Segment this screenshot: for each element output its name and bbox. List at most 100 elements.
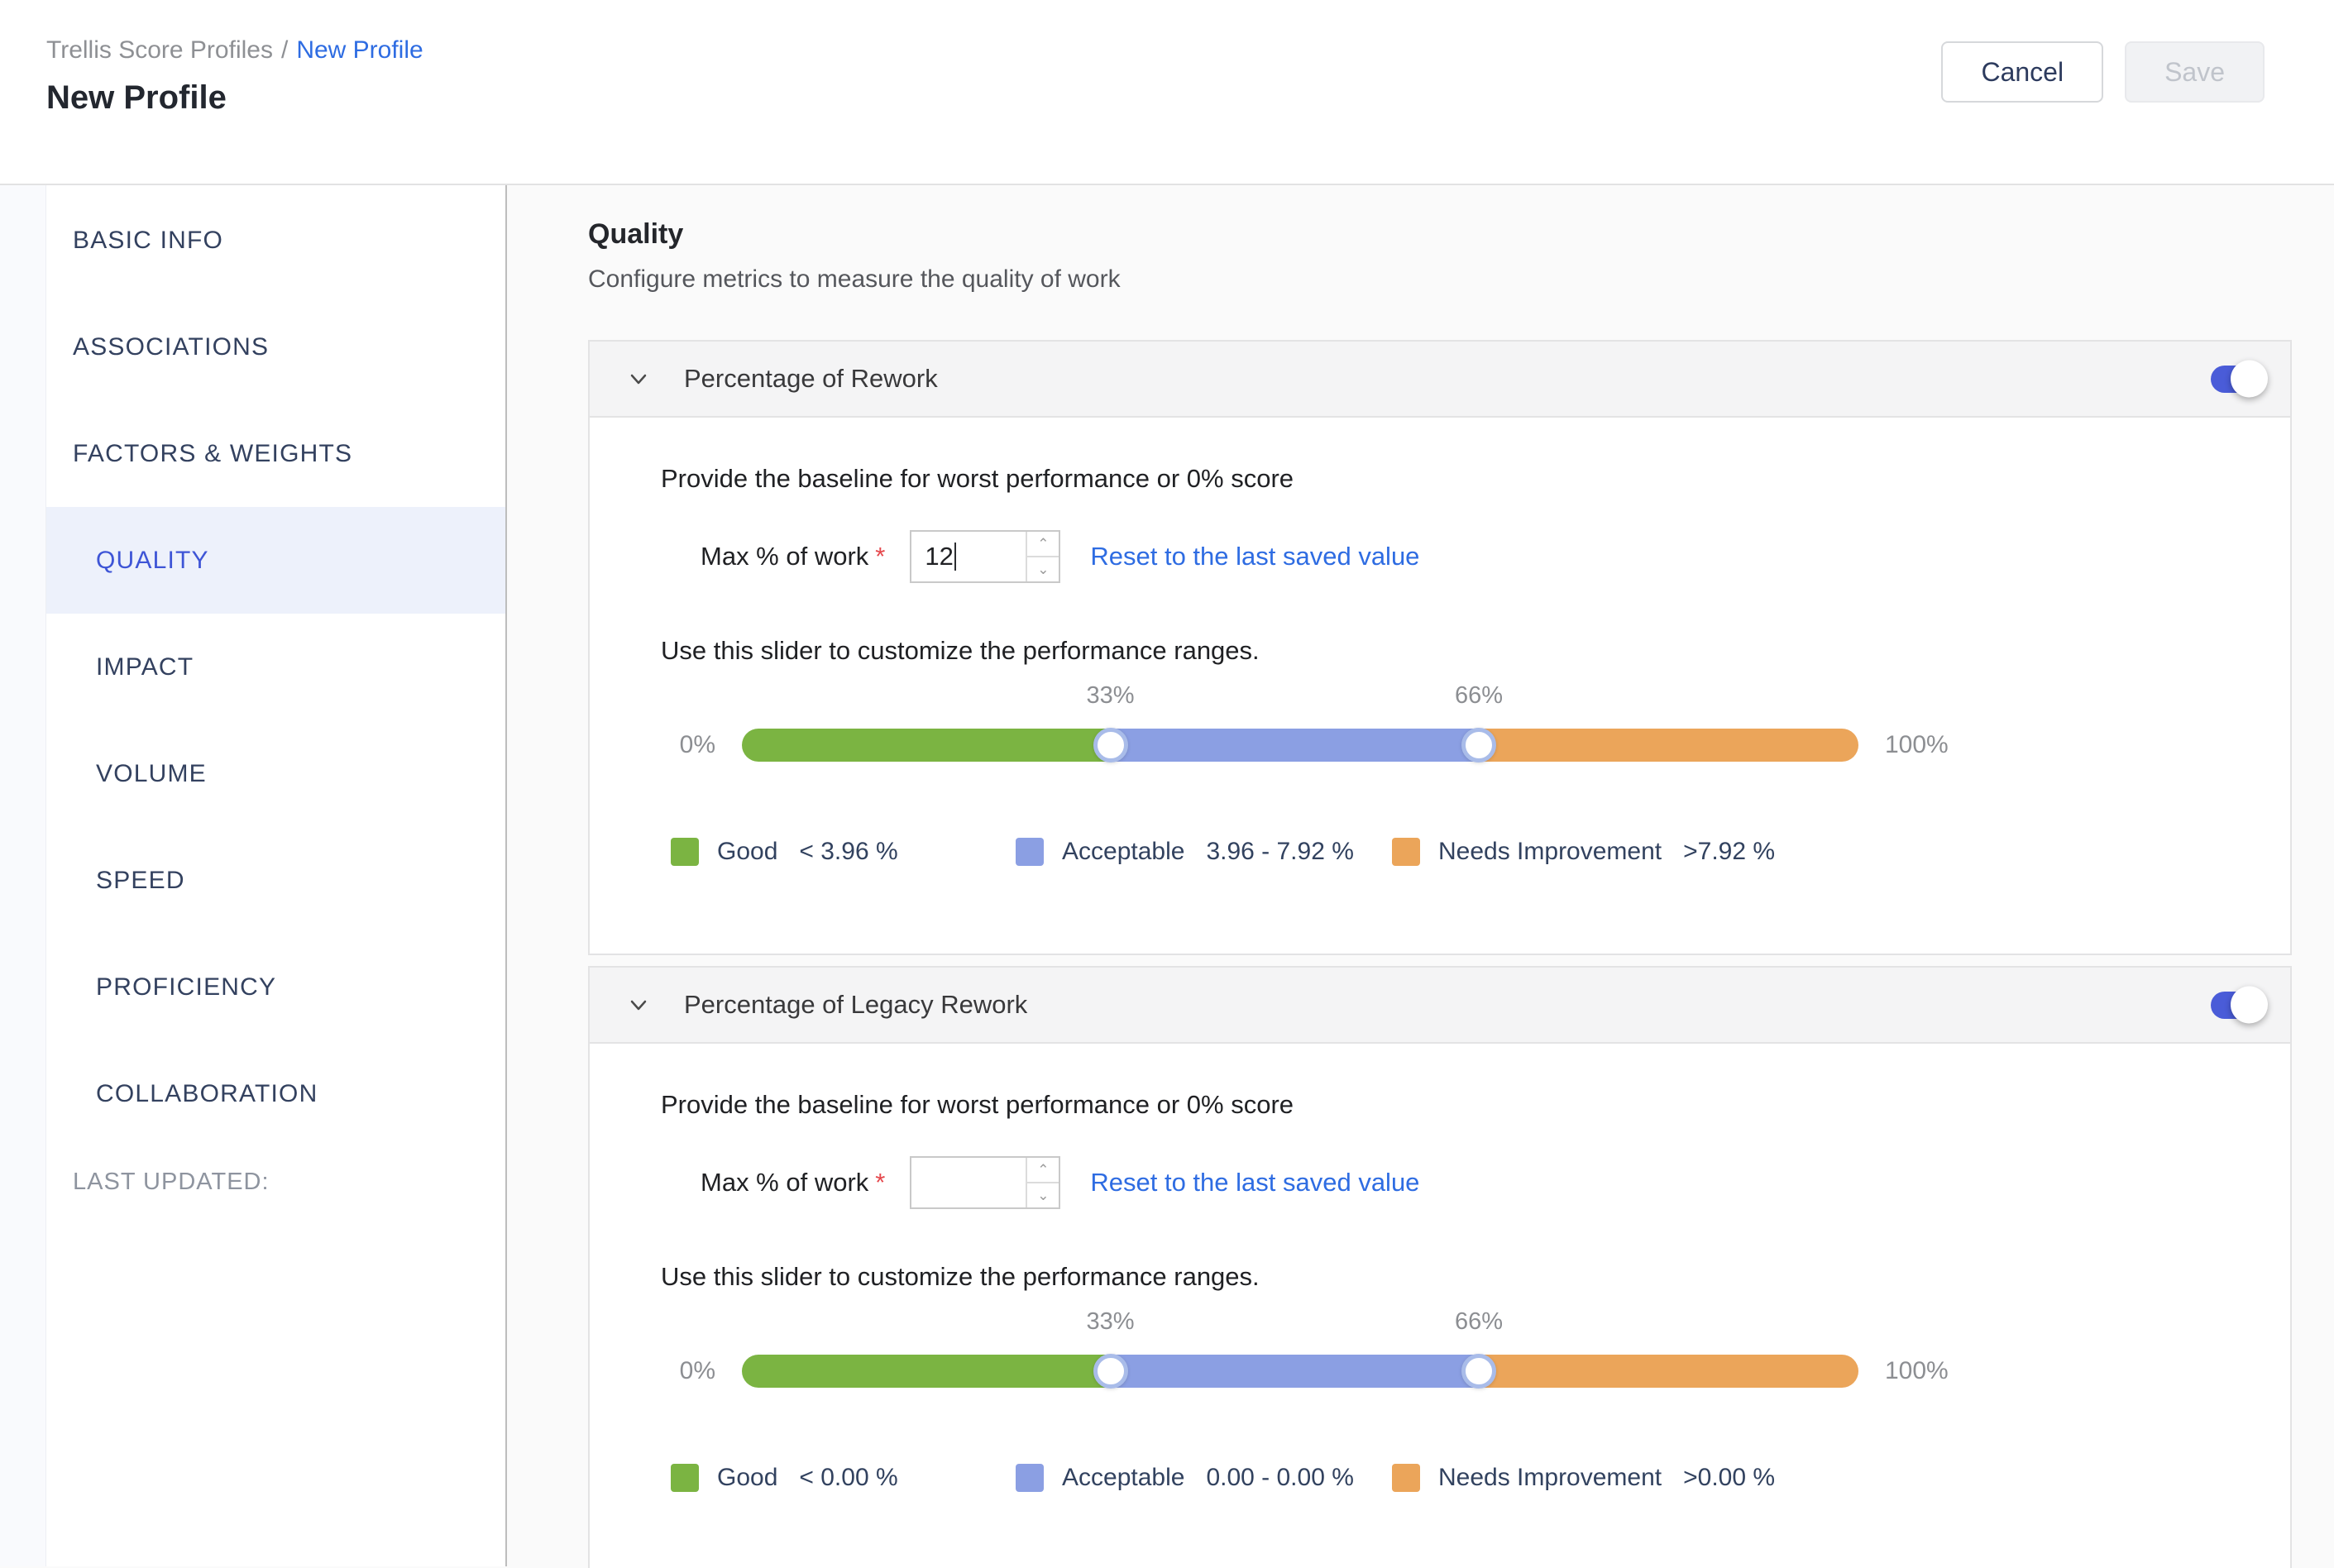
toggle-knob <box>2231 360 2268 398</box>
top-header: Trellis Score Profiles / New Profile New P… <box>0 0 2334 185</box>
chevron-down-icon <box>626 366 651 391</box>
slider-segment-needs-improvement <box>1479 1355 1858 1388</box>
max-percent-label: Max % of work <box>701 542 869 571</box>
header-buttons: Cancel Save <box>1941 0 2265 103</box>
spinner-up-icon[interactable]: ⌃ <box>1027 1158 1059 1183</box>
acceptable-swatch-icon <box>1016 1464 1044 1492</box>
needs-improvement-swatch-icon <box>1392 838 1420 866</box>
breadcrumb: Trellis Score Profiles / New Profile <box>46 36 423 65</box>
legacy-rework-enabled-toggle[interactable] <box>2211 986 2268 1024</box>
spinner-up-icon[interactable]: ⌃ <box>1027 532 1059 557</box>
section-subtitle: Configure metrics to measure the quality… <box>588 265 1121 293</box>
slider-handle1-label: 33% <box>1086 682 1135 709</box>
good-swatch-icon <box>671 1464 699 1492</box>
sidebar-item-quality[interactable]: QUALITY <box>46 507 505 614</box>
slider-instruction: Use this slider to customize the perform… <box>661 1262 1260 1291</box>
section-title: Quality <box>588 218 684 250</box>
slider-handle-1[interactable] <box>1093 728 1128 762</box>
panel-legacy-rework-header[interactable]: Percentage of Legacy Rework <box>590 968 2290 1044</box>
max-percent-label: Max % of work <box>701 1168 869 1197</box>
number-spinner: ⌃ ⌄ <box>1026 532 1059 581</box>
cancel-button[interactable]: Cancel <box>1941 41 2104 103</box>
number-spinner: ⌃ ⌄ <box>1026 1158 1059 1207</box>
baseline-instruction: Provide the baseline for worst performan… <box>661 464 1294 493</box>
sidebar-item-proficiency[interactable]: PROFICIENCY <box>96 973 277 1001</box>
performance-slider-row: 0% 33% 66% 100% <box>661 1308 2290 1389</box>
slider-min-label: 0% <box>679 731 715 758</box>
breadcrumb-current-link[interactable]: New Profile <box>296 36 423 64</box>
panel-rework-title: Percentage of Rework <box>684 364 938 393</box>
sidebar-item-volume[interactable]: VOLUME <box>96 759 207 787</box>
max-percent-value[interactable] <box>911 1158 1026 1207</box>
max-percent-value[interactable]: 12 <box>911 532 1026 581</box>
legend-item-acceptable: Acceptable 0.00 - 0.00 % <box>1016 1464 1392 1492</box>
legend-item-good: Good < 3.96 % <box>671 838 1016 866</box>
toggle-knob <box>2231 986 2268 1024</box>
chevron-down-icon <box>626 992 651 1017</box>
text-caret <box>954 543 956 571</box>
slider-handle-2[interactable] <box>1461 728 1496 762</box>
panel-legacy-rework-body: Provide the baseline for worst performan… <box>590 1044 2290 1568</box>
slider-handle-2[interactable] <box>1461 1354 1496 1389</box>
slider-legend: Good < 3.96 % Acceptable 3.96 - 7.92 % N… <box>661 838 2290 866</box>
sidebar-item-collaboration[interactable]: COLLABORATION <box>96 1079 318 1107</box>
breadcrumb-separator: / <box>280 36 289 64</box>
needs-improvement-swatch-icon <box>1392 1464 1420 1492</box>
slider-legend: Good < 0.00 % Acceptable 0.00 - 0.00 % N… <box>661 1464 2290 1492</box>
layout: BASIC INFO ASSOCIATIONS FACTORS & WEIGHT… <box>0 185 2334 1568</box>
slider-handle2-label: 66% <box>1454 1308 1504 1335</box>
rework-enabled-toggle[interactable] <box>2211 360 2268 398</box>
sidebar-item-factors-weights[interactable]: FACTORS & WEIGHTS <box>73 439 353 467</box>
max-percent-row: Max % of work * ⌃ ⌄ Reset to the last sa… <box>661 1156 2290 1209</box>
sidebar-item-basic-info[interactable]: BASIC INFO <box>73 226 224 254</box>
legend-item-needs-improvement: Needs Improvement >7.92 % <box>1392 838 1775 866</box>
slider-segment-acceptable <box>1110 1355 1479 1388</box>
slider-max-label: 100% <box>1885 731 1949 758</box>
left-gutter-strip <box>0 185 46 1566</box>
slider-segment-good <box>742 1355 1111 1388</box>
sidebar-item-associations[interactable]: ASSOCIATIONS <box>73 332 270 361</box>
reset-link[interactable]: Reset to the last saved value <box>1090 542 1420 571</box>
slider-segment-acceptable <box>1110 729 1479 762</box>
spinner-down-icon[interactable]: ⌄ <box>1027 557 1059 581</box>
legend-item-acceptable: Acceptable 3.96 - 7.92 % <box>1016 838 1392 866</box>
acceptable-swatch-icon <box>1016 838 1044 866</box>
sidebar-item-speed[interactable]: SPEED <box>96 866 185 894</box>
good-swatch-icon <box>671 838 699 866</box>
slider-max-label: 100% <box>1885 1357 1949 1384</box>
panel-rework-body: Provide the baseline for worst performan… <box>590 418 2290 954</box>
panel-legacy-rework-title: Percentage of Legacy Rework <box>684 990 1028 1019</box>
max-percent-input[interactable]: 12 ⌃ ⌄ <box>910 530 1061 583</box>
legend-item-needs-improvement: Needs Improvement >0.00 % <box>1392 1464 1775 1492</box>
required-asterisk: * <box>875 1168 886 1197</box>
slider-handle-1[interactable] <box>1093 1354 1128 1389</box>
max-percent-input[interactable]: ⌃ ⌄ <box>910 1156 1061 1209</box>
required-asterisk: * <box>875 542 886 571</box>
page-title: New Profile <box>46 79 227 116</box>
panel-percentage-of-legacy-rework: Percentage of Legacy Rework Provide the … <box>588 966 2292 1568</box>
reset-link[interactable]: Reset to the last saved value <box>1090 1168 1420 1197</box>
last-updated-label: LAST UPDATED: <box>73 1169 270 1195</box>
slider-track <box>742 729 1858 762</box>
sidebar-item-impact[interactable]: IMPACT <box>96 653 194 681</box>
slider-track <box>742 1355 1858 1388</box>
slider-segment-good <box>742 729 1111 762</box>
baseline-instruction: Provide the baseline for worst performan… <box>661 1090 1294 1119</box>
spinner-down-icon[interactable]: ⌄ <box>1027 1183 1059 1207</box>
slider-segment-needs-improvement <box>1479 729 1858 762</box>
slider-instruction: Use this slider to customize the perform… <box>661 636 1260 665</box>
slider-min-label: 0% <box>679 1357 715 1384</box>
slider-handle1-label: 33% <box>1086 1308 1135 1335</box>
slider-handle2-label: 66% <box>1454 682 1504 709</box>
max-percent-row: Max % of work * 12 ⌃ ⌄ Reset to the last… <box>661 530 2290 583</box>
performance-slider-row: 0% 33% 66% 100% <box>661 682 2290 762</box>
main-content: Quality Configure metrics to measure the… <box>507 185 2334 1568</box>
performance-slider: 33% 66% <box>742 682 1858 762</box>
header-left: Trellis Score Profiles / New Profile New P… <box>46 0 423 117</box>
sidebar-nav: BASIC INFO ASSOCIATIONS FACTORS & WEIGHT… <box>46 185 507 1566</box>
legend-item-good: Good < 0.00 % <box>671 1464 1016 1492</box>
save-button[interactable]: Save <box>2125 41 2265 103</box>
breadcrumb-root: Trellis Score Profiles <box>46 36 273 64</box>
panel-rework-header[interactable]: Percentage of Rework <box>590 342 2290 418</box>
panel-percentage-of-rework: Percentage of Rework Provide the baselin… <box>588 340 2292 955</box>
